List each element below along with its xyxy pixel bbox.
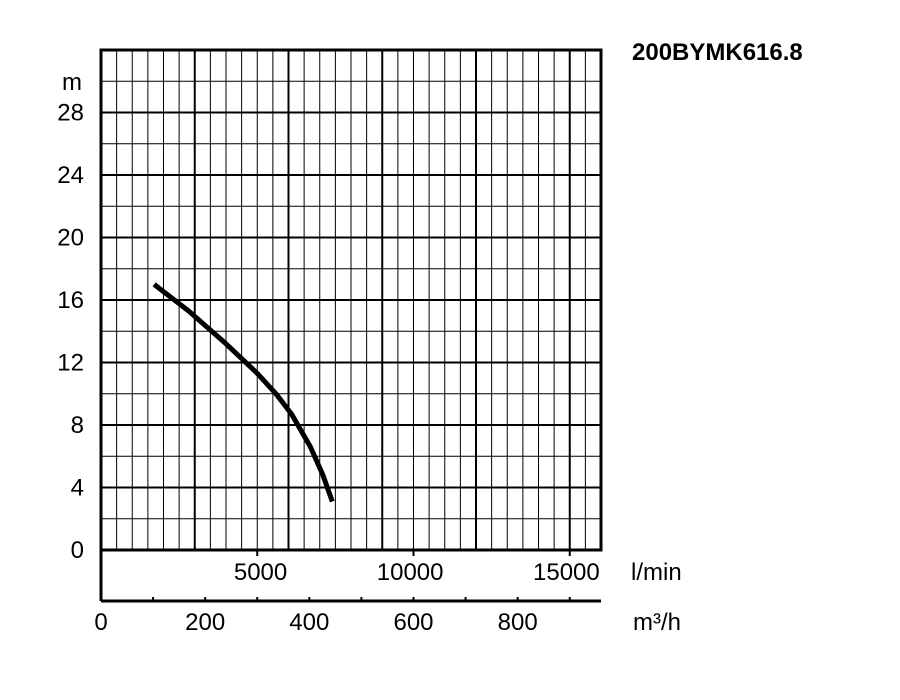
m3h-tick-label: 800 bbox=[498, 609, 538, 636]
lmin-tick-label: 10000 bbox=[377, 559, 444, 586]
y-tick-label: 8 bbox=[71, 412, 84, 439]
y-axis-tick-labels: 0 4 8 12 16 20 24 28 bbox=[57, 100, 84, 565]
y-tick-label: 12 bbox=[57, 350, 84, 377]
y-tick-label: 20 bbox=[57, 225, 84, 252]
m3h-unit-label: m³/h bbox=[633, 609, 681, 636]
y-tick-label: 28 bbox=[57, 100, 84, 127]
chart-title: 200BYMK616.8 bbox=[632, 39, 803, 66]
y-axis-unit-label: m bbox=[62, 69, 82, 96]
m3h-axis-tick-labels: 0 200 400 600 800 bbox=[94, 609, 537, 636]
pump-curve-line bbox=[152, 282, 335, 503]
plot-frame bbox=[99, 48, 603, 552]
m3h-tick-label: 400 bbox=[289, 609, 329, 636]
m3h-axis bbox=[99, 550, 601, 603]
lmin-unit-label: l/min bbox=[631, 559, 682, 586]
lmin-axis-tick-labels: 5000 10000 15000 bbox=[234, 559, 600, 586]
y-tick-label: 0 bbox=[71, 537, 84, 564]
y-tick-label: 4 bbox=[71, 475, 84, 502]
lmin-tick-label: 5000 bbox=[234, 559, 287, 586]
m3h-tick-label: 200 bbox=[185, 609, 225, 636]
y-tick-label: 24 bbox=[57, 162, 84, 189]
m3h-tick-label: 0 bbox=[94, 609, 107, 636]
m3h-tick-label: 600 bbox=[393, 609, 433, 636]
lmin-tick-label: 15000 bbox=[533, 559, 600, 586]
y-tick-label: 16 bbox=[57, 287, 84, 314]
